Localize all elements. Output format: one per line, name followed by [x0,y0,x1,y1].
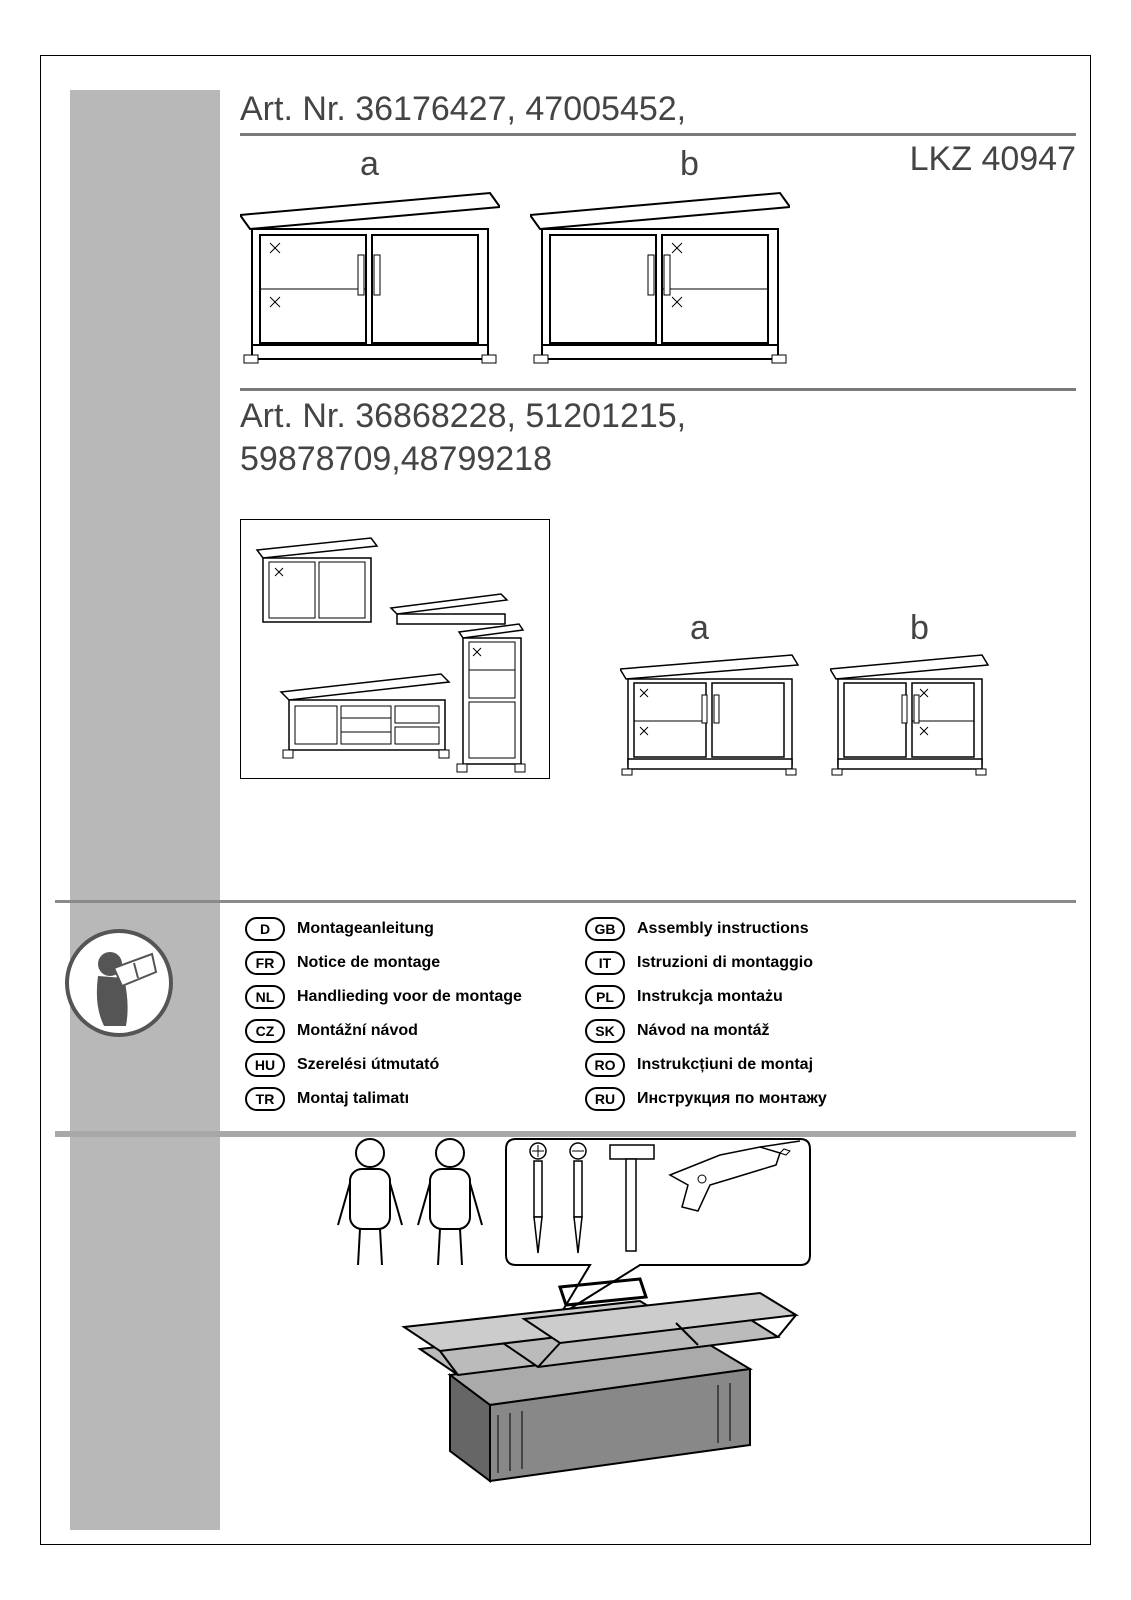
rule-2 [240,388,1076,391]
cc-badge: PL [585,985,625,1009]
lang-text: Montážní návod [297,1022,418,1040]
lang-row: GB Assembly instructions [585,917,925,941]
furniture-set [240,519,550,784]
lang-row: CZ Montážní návod [245,1019,585,1043]
heading-art-nr-1: Art. Nr. 36176427, 47005452, [240,90,1076,129]
lang-row: RU Инструкция по монтажу [585,1087,925,1111]
cc-badge: SK [585,1019,625,1043]
cc-badge: GB [585,917,625,941]
rule-lang-top [55,900,1076,903]
cabinet-b-illustration [530,185,790,365]
cabinet-a-small: a [620,649,800,784]
lang-text: Handlieding voor de montage [297,988,522,1006]
cc-badge: CZ [245,1019,285,1043]
languages-right-col: GB Assembly instructions IT Istruzioni di … [585,917,925,1121]
lang-text: Istruzioni di montaggio [637,954,813,972]
label-b-1: b [680,145,699,184]
lang-row: SK Návod na montáž [585,1019,925,1043]
lang-row: D Montageanleitung [245,917,585,941]
lang-text: Notice de montage [297,954,440,972]
languages-grid: D Montageanleitung FR Notice de montage NL… [55,917,1076,1121]
cc-badge: TR [245,1087,285,1111]
heading-art-nr-2: Art. Nr. 36868228, 51201215, [240,397,1076,436]
cabinet-a-illustration [240,185,500,365]
cc-badge: FR [245,951,285,975]
heading-art-nr-3: 59878709,48799218 [240,440,1076,479]
lang-text: Инструкция по монтажу [637,1090,827,1108]
label-a-2: a [690,609,709,648]
tools-illustration [300,1135,900,1500]
cabinet-a: a [240,185,500,370]
sidebar-band [70,90,220,1530]
lang-text: Montageanleitung [297,920,434,938]
main-content: Art. Nr. 36176427, 47005452, LKZ 40947 a [240,90,1076,802]
cc-badge: D [245,917,285,941]
lang-row: IT Istruzioni di montaggio [585,951,925,975]
lang-text: Assembly instructions [637,920,809,938]
cabinet-a-small-illustration [620,649,800,779]
lang-text: Montaj talimatı [297,1090,409,1108]
cabinet-b-small-illustration [830,649,990,779]
label-a-1: a [360,145,379,184]
lang-row: TR Montaj talimatı [245,1087,585,1111]
cc-badge: HU [245,1053,285,1077]
lang-row: NL Handlieding voor de montage [245,985,585,1009]
cabinet-b-small: b [830,649,990,784]
lang-row: RO Instrukcțiuni de montaj [585,1053,925,1077]
cabinet-row-1: a b [240,185,1076,370]
lang-row: FR Notice de montage [245,951,585,975]
lang-text: Instrukcțiuni de montaj [637,1056,813,1074]
cc-badge: IT [585,951,625,975]
lang-text: Instrukcja montażu [637,988,783,1006]
furniture-set-illustration [240,519,550,779]
lang-text: Návod na montáž [637,1022,769,1040]
languages-left-col: D Montageanleitung FR Notice de montage NL… [245,917,585,1121]
lang-text: Szerelési útmutató [297,1056,439,1074]
label-b-2: b [910,609,929,648]
cc-badge: NL [245,985,285,1009]
lang-row: PL Instrukcja montażu [585,985,925,1009]
product-set-row: a b [240,519,1076,784]
rule-1 [240,133,1076,136]
cabinet-b: b [530,185,790,370]
cc-badge: RO [585,1053,625,1077]
lang-row: HU Szerelési útmutató [245,1053,585,1077]
cc-badge: RU [585,1087,625,1111]
languages-section: D Montageanleitung FR Notice de montage NL… [55,900,1076,1137]
